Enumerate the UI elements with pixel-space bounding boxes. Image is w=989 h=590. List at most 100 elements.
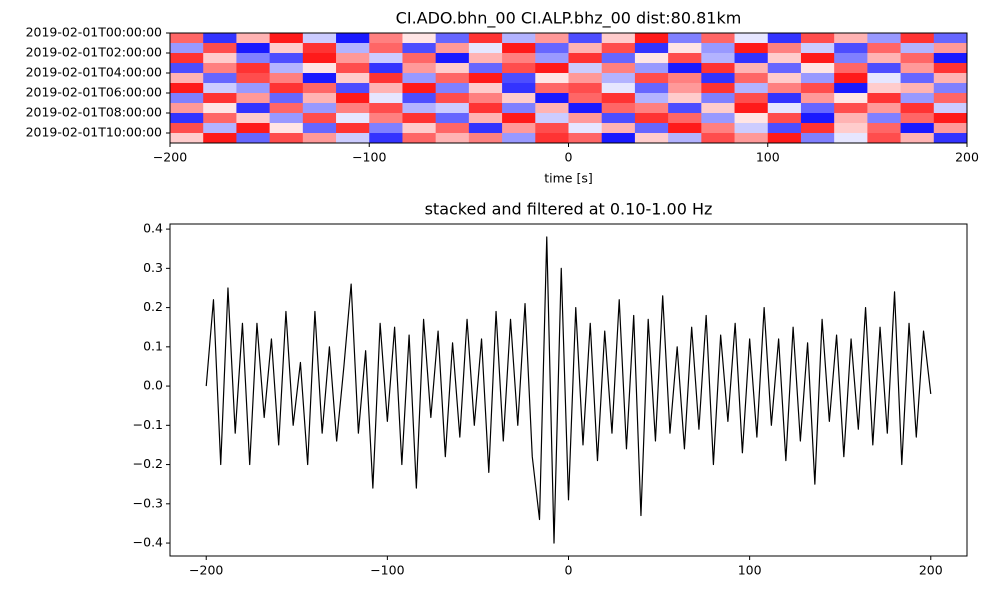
heatmap-cell — [402, 133, 437, 144]
heatmap-cell — [402, 43, 437, 54]
heatmap-cell — [701, 83, 735, 94]
heatmap-cell — [900, 113, 935, 124]
heatmap-cell — [369, 123, 403, 134]
heatmap-cell — [601, 73, 636, 84]
heatmap-cell — [435, 123, 470, 134]
heatmap-cell — [170, 113, 204, 124]
heatmap-cell — [369, 113, 403, 124]
chart-title: CI.ADO.bhn_00 CI.ALP.bhz_00 dist:80.81km — [396, 9, 742, 29]
heatmap-cell — [767, 113, 802, 124]
heatmap-cell — [701, 53, 735, 64]
heatmap-cell — [502, 113, 536, 124]
heatmap-cell — [468, 113, 503, 124]
heatmap-cell — [435, 93, 470, 104]
heatmap-cell — [867, 93, 901, 104]
heatmap-cell — [601, 43, 636, 54]
heatmap-cell — [867, 53, 901, 64]
heatmap-cell — [834, 63, 868, 74]
heatmap-cell — [369, 73, 403, 84]
heatmap-cell — [402, 113, 437, 124]
heatmap-cell — [734, 43, 769, 54]
heatmap-cell — [601, 133, 636, 144]
heatmap-cell — [900, 103, 935, 114]
heatmap-cell — [767, 73, 802, 84]
heatmap-cell — [900, 33, 935, 44]
heatmap-cell — [800, 63, 835, 74]
heatmap-cell — [800, 93, 835, 104]
heatmap-cell — [568, 103, 603, 114]
heatmap-cell — [502, 83, 536, 94]
heatmap-cell — [236, 103, 271, 114]
heatmap-cell — [933, 73, 968, 84]
heatmap-cell — [933, 123, 968, 134]
heatmap-cell — [535, 93, 569, 104]
heatmap-cell — [203, 103, 237, 114]
y-tick-label: 2019-02-01T10:00:00 — [26, 125, 162, 140]
heatmap-cell — [734, 103, 769, 114]
heatmap-cell — [668, 133, 702, 144]
heatmap-cell — [734, 33, 769, 44]
heatmap-cell — [767, 43, 802, 54]
heatmap-cell — [302, 83, 337, 94]
heatmap-cell — [634, 43, 669, 54]
heatmap-cell — [369, 33, 403, 44]
heatmap-cell — [900, 133, 935, 144]
heatmap-cell — [535, 63, 569, 74]
heatmap-cell — [336, 123, 370, 134]
heatmap-cell — [767, 123, 802, 134]
heatmap-cell — [535, 83, 569, 94]
heatmap-cell — [601, 63, 636, 74]
heatmap-cell — [834, 33, 868, 44]
heatmap-cell — [900, 43, 935, 54]
heatmap-cell — [800, 73, 835, 84]
heatmap-cell — [767, 133, 802, 144]
heatmap-cell — [834, 93, 868, 104]
heatmap-cell — [668, 73, 702, 84]
heatmap-cell — [502, 53, 536, 64]
heatmap-cell — [468, 33, 503, 44]
heatmap-cell — [435, 53, 470, 64]
heatmap-cell — [668, 93, 702, 104]
heatmap-cell — [568, 123, 603, 134]
y-tick-label: −0.2 — [133, 456, 163, 471]
heatmap-cell — [402, 63, 437, 74]
heatmap-cell — [435, 133, 470, 144]
heatmap-cell — [668, 33, 702, 44]
heatmap-cell — [435, 43, 470, 54]
heatmap-cell — [535, 113, 569, 124]
heatmap-cell — [203, 113, 237, 124]
heatmap-cell — [435, 73, 470, 84]
heatmap-cell — [933, 63, 968, 74]
heatmap-cell — [269, 43, 304, 54]
x-tick-label: 200 — [955, 150, 979, 165]
heatmap-cell — [302, 123, 337, 134]
heatmap-cell — [502, 73, 536, 84]
heatmap-cell — [601, 83, 636, 94]
heatmap-cell — [236, 63, 271, 74]
heatmap-cell — [634, 133, 669, 144]
heatmap-cell — [734, 123, 769, 134]
heatmap-cell — [800, 123, 835, 134]
heatmap-cell — [535, 133, 569, 144]
heatmap-cell — [502, 123, 536, 134]
heatmap-cell — [535, 73, 569, 84]
heatmap-cell — [900, 63, 935, 74]
heatmap-cell — [170, 73, 204, 84]
heatmap-cell — [668, 103, 702, 114]
heatmap-cell — [269, 103, 304, 114]
axes-frame — [169, 223, 968, 557]
y-tick-label: 0.0 — [143, 378, 163, 393]
heatmap-cell — [203, 133, 237, 144]
heatmap-cell — [900, 123, 935, 134]
heatmap-cell — [734, 73, 769, 84]
heatmap-cell — [369, 103, 403, 114]
heatmap-cell — [236, 123, 271, 134]
y-tick-label: 2019-02-01T00:00:00 — [26, 25, 162, 40]
heatmap-cell — [302, 93, 337, 104]
heatmap-cell — [601, 53, 636, 64]
x-tick-label: 0 — [565, 150, 573, 165]
heatmap-cell — [302, 103, 337, 114]
heatmap-cell — [601, 103, 636, 114]
heatmap-cell — [701, 103, 735, 114]
heatmap-cell — [933, 33, 968, 44]
